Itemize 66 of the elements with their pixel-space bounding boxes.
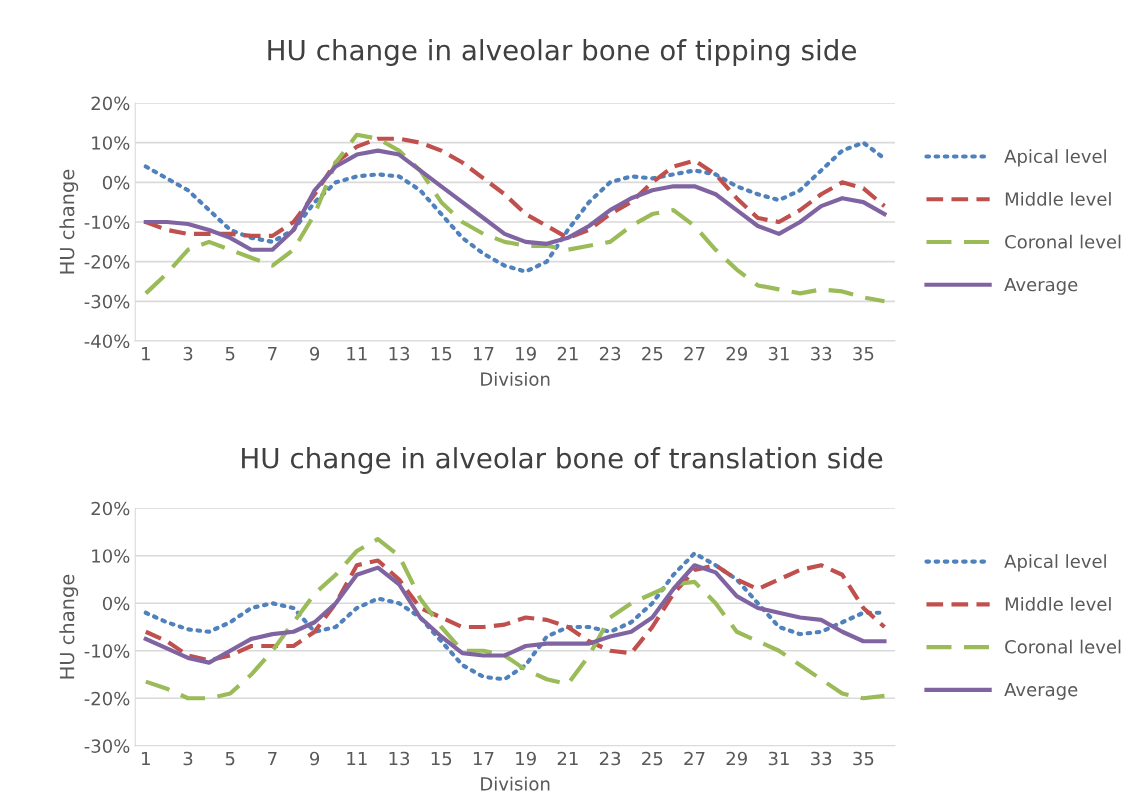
x-tick-label: 23 bbox=[599, 346, 621, 361]
x-tick-label: 23 bbox=[599, 751, 621, 766]
y-tick-label: -10% bbox=[84, 644, 130, 658]
legend-label: Average bbox=[1004, 277, 1078, 295]
x-tick-label: 11 bbox=[347, 347, 367, 361]
y-tick-label: -30% bbox=[84, 739, 130, 753]
y-tick-label: 0% bbox=[102, 175, 130, 190]
x-tick-label: 33 bbox=[811, 346, 832, 361]
x-tick-label: 25 bbox=[642, 751, 663, 766]
x-tick-label: 17 bbox=[473, 347, 494, 361]
x-tick-label: 21 bbox=[557, 751, 578, 766]
x-tick-label: 19 bbox=[516, 751, 536, 766]
x-tick-label: 21 bbox=[557, 346, 578, 361]
x-tick-label: 1 bbox=[142, 751, 150, 766]
y-tick-label: 20% bbox=[91, 96, 130, 111]
x-tick-label: 25 bbox=[642, 346, 663, 361]
legend-label: Apical level bbox=[1004, 149, 1106, 167]
x-tick-label: 9 bbox=[310, 346, 320, 361]
legend-label: Middle level bbox=[1005, 596, 1111, 611]
x-tick-label: 11 bbox=[347, 751, 367, 766]
x-tick-label: 27 bbox=[684, 751, 705, 766]
x-axis-title: Division bbox=[481, 776, 550, 791]
y-tick-label: -10% bbox=[84, 215, 130, 230]
y-axis-title: HU change bbox=[59, 574, 79, 679]
x-tick-label: 29 bbox=[726, 751, 747, 766]
y-tick-label: -20% bbox=[84, 255, 130, 269]
x-tick-label: 31 bbox=[768, 751, 789, 766]
x-tick-label: 19 bbox=[516, 346, 536, 361]
x-tick-label: 17 bbox=[473, 751, 494, 766]
chart-title: HU change in alveolar bone of translation side bbox=[242, 447, 883, 474]
x-tick-label: 9 bbox=[310, 751, 320, 766]
y-tick-label: 10% bbox=[92, 549, 130, 563]
x-tick-label: 15 bbox=[431, 347, 452, 361]
x-tick-label: 35 bbox=[853, 751, 874, 766]
legend-label: Coronal level bbox=[1005, 639, 1121, 654]
x-tick-label: 31 bbox=[768, 346, 789, 361]
x-tick-label: 3 bbox=[183, 346, 193, 361]
x-tick-label: 7 bbox=[268, 347, 277, 361]
legend-label: Middle level bbox=[1005, 191, 1111, 206]
line-series bbox=[143, 537, 887, 701]
x-tick-label: 3 bbox=[183, 751, 193, 766]
y-axis-title: HU change bbox=[59, 169, 79, 274]
y-tick-label: -20% bbox=[84, 691, 130, 706]
y-tick-label: 0% bbox=[102, 596, 130, 611]
x-tick-label: 27 bbox=[684, 346, 705, 361]
x-tick-label: 5 bbox=[225, 347, 235, 361]
x-tick-label: 13 bbox=[389, 751, 410, 766]
legend-label: Average bbox=[1004, 682, 1078, 700]
y-tick-label: 20% bbox=[91, 501, 130, 516]
line-series bbox=[143, 132, 887, 304]
legend-label: Apical level bbox=[1004, 554, 1106, 572]
x-tick-label: 35 bbox=[853, 346, 874, 361]
x-tick-label: 1 bbox=[142, 347, 150, 361]
y-tick-label: 10% bbox=[92, 136, 130, 150]
x-tick-label: 13 bbox=[389, 346, 410, 361]
x-tick-label: 33 bbox=[811, 751, 832, 766]
legend-label: Coronal level bbox=[1005, 234, 1121, 249]
x-tick-label: 7 bbox=[268, 751, 277, 766]
chart-title: HU change in alveolar bone of tipping side bbox=[268, 39, 856, 66]
x-tick-label: 5 bbox=[225, 751, 235, 766]
line-series bbox=[143, 148, 887, 252]
x-tick-label: 29 bbox=[726, 346, 747, 361]
y-tick-label: -30% bbox=[84, 294, 130, 309]
x-tick-label: 15 bbox=[431, 751, 452, 766]
x-axis-title: Division bbox=[481, 371, 550, 386]
y-tick-label: -40% bbox=[84, 334, 130, 349]
